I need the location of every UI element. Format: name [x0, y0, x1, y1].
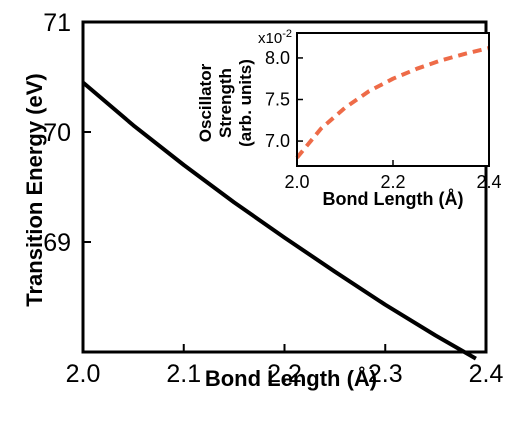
- inset-x-axis-label: Bond Length (Å): [323, 189, 464, 209]
- inset-y-label-line-2: Strength: [216, 68, 235, 138]
- main-plot-lines: [81, 80, 477, 361]
- main-y-axis-label: Transition Energy (eV): [22, 73, 47, 307]
- main-x-axis-label: Bond Length (Å): [205, 365, 377, 391]
- main-series-line: [81, 80, 477, 361]
- inset-y-tick-label: 7.0: [265, 131, 290, 151]
- inset-y-label-line-3: (arb. units): [236, 59, 255, 147]
- inset-x-tick-label: 2.4: [476, 172, 501, 192]
- inset-background: [296, 32, 489, 167]
- main-x-tick-label: 2.0: [66, 360, 101, 388]
- main-y-tick-label: 71: [43, 9, 71, 37]
- inset-y-label-line-1: Oscillator: [196, 63, 215, 142]
- inset-y-tick-label: 7.5: [265, 90, 290, 110]
- main-axis-ticks: 2.0 2.1 2.2 2.3 2.4 69 70 71: [43, 9, 503, 388]
- inset-x-tick-label: 2.0: [284, 172, 309, 192]
- main-x-tick-label: 2.3: [368, 360, 403, 388]
- main-y-tick-label: 70: [43, 119, 71, 147]
- main-x-tick-label: 2.1: [166, 360, 201, 388]
- main-x-tick-label: 2.2: [267, 360, 302, 388]
- inset-y-tick-label: 8.0: [265, 48, 290, 68]
- inset-multiplier: x10-2: [258, 28, 292, 47]
- main-plot: 2.0 2.1 2.2 2.3 2.4 69 70 71 Bond Length (Å) Tr…: [22, 9, 503, 391]
- inset-x-tick-label: 2.2: [380, 172, 405, 192]
- inset-plot: 2.0 2.2 2.4 7.0 7.5 8.0 x10-2 Bond Length (Å)…: [196, 28, 502, 209]
- inset-series-line: [295, 46, 490, 159]
- inset-multiplier-base: x10: [258, 30, 282, 47]
- main-plot-frame: [81, 20, 488, 354]
- inset-axis-ticks: 2.0 2.2 2.4 7.0 7.5 8.0: [265, 48, 502, 192]
- inset-plot-frame: [296, 32, 490, 167]
- inset-multiplier-exponent: -2: [282, 28, 292, 40]
- inset-plot-lines: [295, 46, 490, 159]
- inset-y-axis-label: Oscillator Strength (arb. units): [196, 59, 255, 147]
- main-y-tick-label: 69: [43, 229, 71, 257]
- main-x-tick-label: 2.4: [469, 360, 504, 388]
